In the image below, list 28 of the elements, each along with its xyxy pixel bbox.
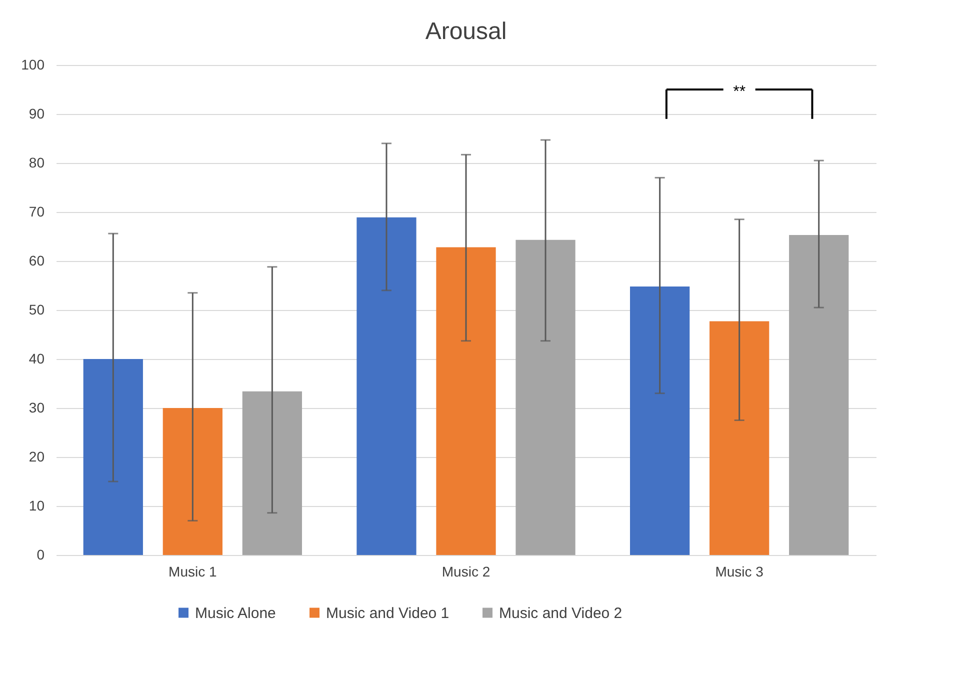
bar bbox=[516, 240, 576, 555]
x-tick-label: Music 3 bbox=[715, 564, 764, 580]
y-tick-label: 70 bbox=[28, 204, 45, 220]
x-tick-label: Music 2 bbox=[442, 564, 490, 580]
y-tick-label: 40 bbox=[28, 350, 45, 366]
bar bbox=[710, 321, 770, 555]
chart-title: Arousal bbox=[425, 18, 507, 45]
bar bbox=[436, 247, 496, 555]
y-tick-label: 100 bbox=[21, 56, 45, 72]
y-tick-label: 0 bbox=[36, 546, 45, 562]
bar bbox=[356, 217, 416, 555]
y-tick-label: 10 bbox=[28, 498, 45, 514]
bar bbox=[83, 359, 143, 555]
y-tick-label: 30 bbox=[28, 400, 45, 416]
legend-label: Music Alone bbox=[195, 604, 276, 622]
legend-label: Music and Video 1 bbox=[326, 604, 450, 622]
y-tick-label: 20 bbox=[28, 448, 45, 464]
bar bbox=[789, 235, 849, 555]
y-tick-label: 60 bbox=[28, 252, 45, 268]
bar bbox=[162, 408, 222, 555]
y-tick-label: 50 bbox=[28, 302, 45, 318]
annotation: ** bbox=[733, 84, 746, 100]
y-tick-label: 90 bbox=[28, 106, 45, 122]
bar bbox=[242, 391, 302, 555]
y-tick-label: 80 bbox=[28, 154, 45, 170]
x-tick-label: Music 1 bbox=[168, 564, 217, 580]
bar bbox=[630, 286, 690, 555]
legend-label: Music and Video 2 bbox=[499, 604, 622, 622]
